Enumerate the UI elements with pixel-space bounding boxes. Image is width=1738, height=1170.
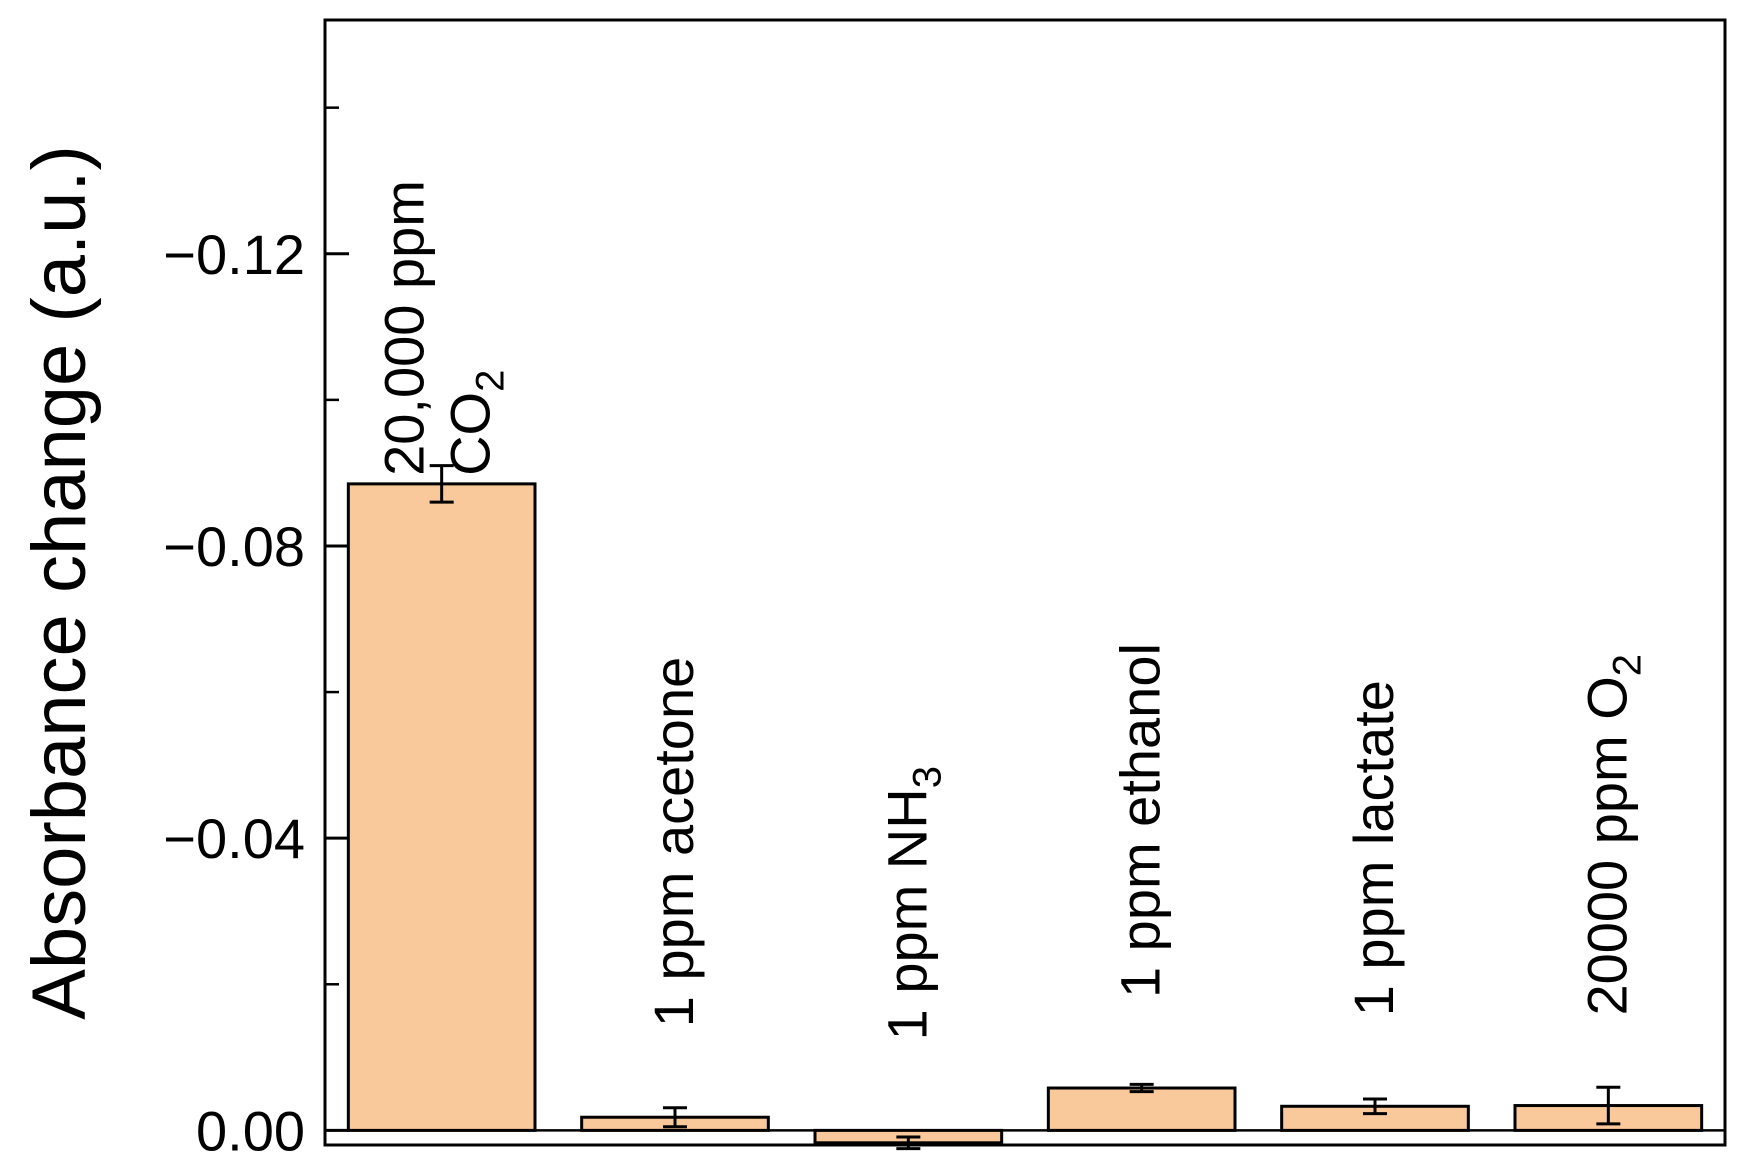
y-tick-label: 0.00 [196, 1099, 305, 1162]
y-axis-title: Absorbance change (a.u.) [17, 145, 102, 1020]
bar-layer [346, 464, 1704, 1151]
y-tick-label: −0.08 [163, 515, 305, 578]
axis-layer: −0.12 −0.08 −0.04 0.00 Absorbance change (a.… [17, 18, 1727, 1162]
label-text: 1 ppm acetone [642, 657, 705, 1027]
label-text: 20000 ppm O [1575, 676, 1638, 1015]
bar-category-label: 20,000 ppm [373, 180, 436, 476]
bar [1046, 1086, 1237, 1132]
label-text: 1 ppm NH [875, 788, 938, 1040]
label-text: CO [439, 392, 502, 476]
label-text: 20,000 ppm [373, 180, 436, 476]
y-tick-label: −0.12 [163, 223, 305, 286]
label-subscript: 2 [1605, 654, 1649, 676]
bar-category-label: 20000 ppm O2 [1575, 654, 1649, 1016]
plot-frame [323, 18, 1727, 1147]
bar-category-label: 1 ppm NH3 [875, 766, 949, 1040]
y-tick-label: −0.04 [163, 807, 305, 870]
label-text: 1 ppm ethanol [1109, 643, 1172, 998]
bar-category-label: 1 ppm ethanol [1109, 643, 1172, 998]
bar [346, 482, 537, 1132]
bar-category-label: 1 ppm acetone [642, 657, 705, 1027]
label-subscript: 3 [905, 766, 949, 788]
bar-category-label: 1 ppm lactate [1342, 680, 1405, 1016]
label-subscript: 2 [469, 370, 513, 392]
label-text: 1 ppm lactate [1342, 680, 1405, 1016]
bar-category-label: CO2 [439, 370, 513, 476]
